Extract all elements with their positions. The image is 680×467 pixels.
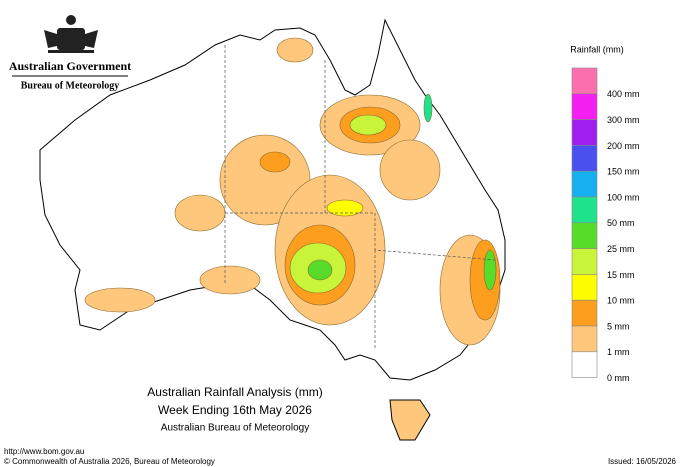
- legend-swatch: [571, 119, 598, 146]
- legend-swatch: [571, 222, 598, 249]
- map-source: Australian Bureau of Meteorology: [161, 423, 309, 434]
- government-name: Australian Government: [9, 59, 131, 73]
- url: http://www.bom.gov.au: [4, 447, 84, 456]
- legend-swatch: [571, 351, 598, 378]
- legend-swatch: [571, 299, 598, 327]
- issued-date: Issued: 16/05/2026: [608, 457, 677, 466]
- legend-label: 5 mm: [607, 321, 630, 331]
- legend-label: 50 mm: [607, 218, 635, 228]
- map-title: Australian Rainfall Analysis (mm): [147, 385, 322, 399]
- legend-label: 10 mm: [607, 296, 635, 306]
- rain-areas: [84, 37, 501, 426]
- legend-label: 200 mm: [607, 141, 640, 151]
- legend-label: 300 mm: [607, 115, 640, 125]
- copyright: © Commonwealth of Australia 2026, Bureau…: [4, 457, 215, 466]
- tasmania: [389, 399, 431, 441]
- legend-swatch: [571, 274, 598, 301]
- legend-label: 0 mm: [607, 373, 630, 383]
- legend-label: 1 mm: [607, 347, 630, 357]
- crest: [44, 15, 98, 53]
- legend-swatch: [571, 170, 598, 198]
- legend: 400 mm 300 mm 200 mm 150 mm 100 mm 50 mm 25 mm…: [571, 67, 640, 383]
- legend-label: 100 mm: [607, 192, 640, 202]
- state-borders: [224, 45, 496, 350]
- legend-swatch: [571, 93, 598, 120]
- legend-swatch: [571, 325, 598, 353]
- legend-swatch: [571, 248, 598, 275]
- legend-label: 25 mm: [607, 244, 635, 254]
- legend-label: 400 mm: [607, 89, 640, 99]
- legend-swatch: [571, 67, 598, 95]
- legend-title: Rainfall (mm): [570, 44, 624, 54]
- agency-name: Bureau of Meteorology: [21, 80, 120, 91]
- legend-swatch: [571, 145, 598, 172]
- legend-swatch: [571, 196, 598, 224]
- map-subtitle: Week Ending 16th May 2026: [158, 403, 312, 417]
- legend-label: 150 mm: [607, 167, 640, 177]
- legend-label: 15 mm: [607, 270, 635, 280]
